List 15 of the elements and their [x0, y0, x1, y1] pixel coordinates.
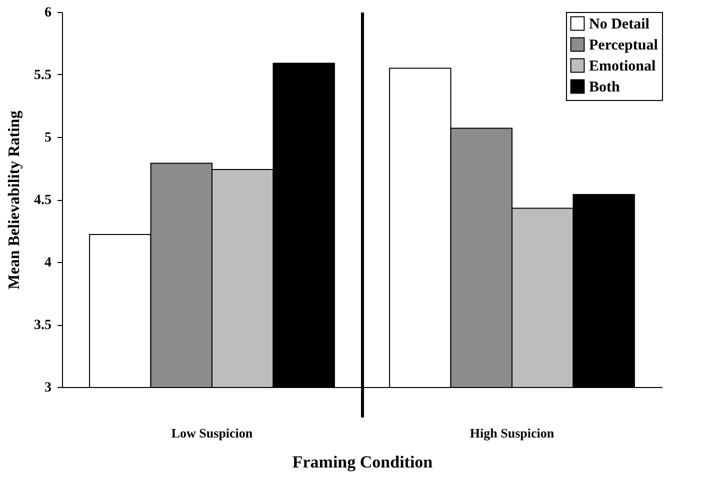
legend-label: Both [589, 80, 620, 96]
legend-label: Perceptual [589, 38, 658, 54]
y-tick-label: 3.5 [34, 318, 52, 333]
y-tick-label: 5.5 [34, 68, 52, 83]
x-axis-title: Framing Condition [292, 452, 434, 472]
y-axis-title: Mean Believability Rating [6, 110, 23, 290]
x-tick-label: Low Suspicion [171, 426, 254, 440]
y-tick-label: 4 [44, 256, 52, 270]
legend-label: Emotional [589, 58, 656, 74]
y-tick-label: 6 [44, 6, 52, 20]
y-tick-label: 4.5 [34, 193, 52, 208]
legend-label: No Detail [589, 16, 650, 32]
x-tick-label: High Suspicion [470, 426, 555, 440]
y-tick-label: 3 [44, 380, 52, 396]
y-tick-label: 5 [44, 130, 52, 146]
